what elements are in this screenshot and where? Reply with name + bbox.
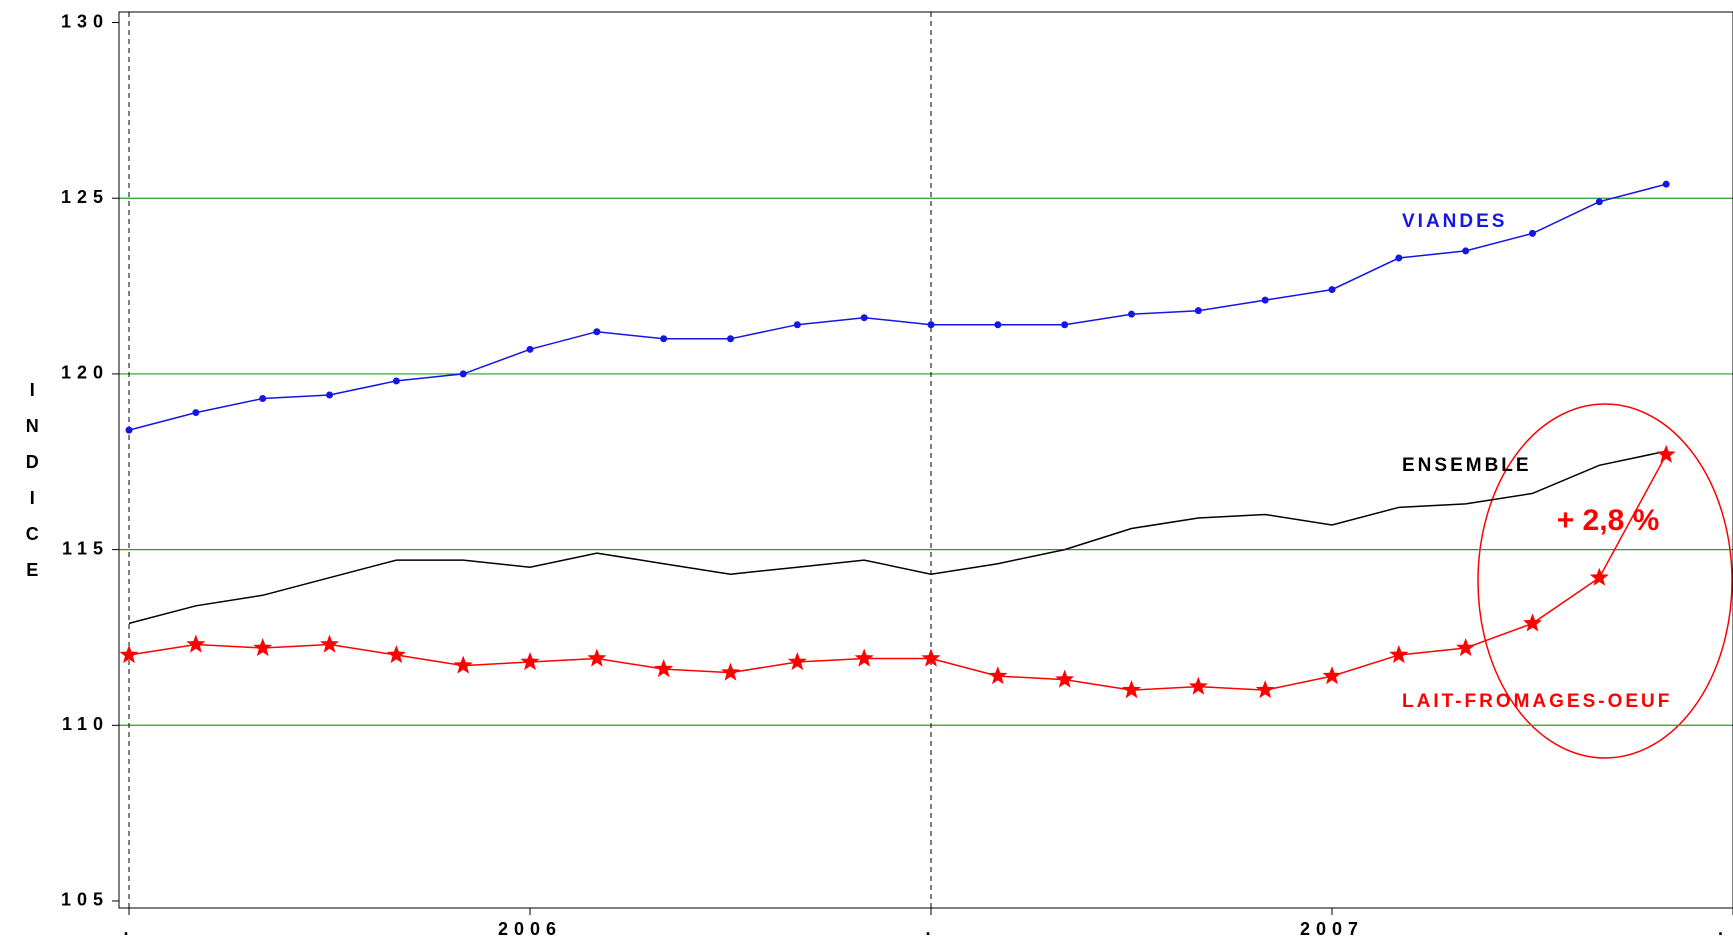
point <box>326 391 334 399</box>
point <box>721 662 740 681</box>
series-label: LAIT-FROMAGES-OEUF <box>1402 691 1672 712</box>
point <box>787 652 807 671</box>
y-axis-label: INDICE <box>22 380 42 596</box>
point <box>1128 310 1136 318</box>
series-line <box>128 450 1667 625</box>
point <box>927 321 935 329</box>
point <box>793 321 801 329</box>
y-tick-label: 125 <box>61 187 109 207</box>
point <box>320 634 339 653</box>
point <box>1194 307 1202 315</box>
point <box>1595 198 1603 206</box>
point <box>1261 296 1269 304</box>
point <box>1389 645 1409 664</box>
point <box>994 321 1002 329</box>
point <box>186 634 206 653</box>
point <box>526 345 534 353</box>
x-tick-label: 2007 <box>1300 919 1364 939</box>
series-line <box>128 183 1667 431</box>
series-line <box>128 454 1667 691</box>
point <box>1462 247 1470 255</box>
point <box>259 395 267 403</box>
y-tick-label: 115 <box>62 538 109 558</box>
point <box>392 377 400 385</box>
x-tick-label: . <box>124 919 135 939</box>
point <box>453 655 473 674</box>
point <box>1662 180 1670 188</box>
annotation: + 2,8 % <box>1557 504 1660 537</box>
point <box>1529 229 1537 237</box>
y-tick-label: 130 <box>61 11 109 31</box>
x-tick-label: . <box>926 919 937 939</box>
series-label: ENSEMBLE <box>1402 455 1532 476</box>
point <box>1395 254 1403 262</box>
y-tick-label: 110 <box>62 714 109 734</box>
point <box>253 638 273 657</box>
plot-frame <box>118 11 1733 909</box>
point <box>587 648 607 667</box>
point <box>192 409 200 417</box>
point <box>386 645 406 664</box>
x-tick-label: 2006 <box>498 919 562 939</box>
point <box>660 335 668 343</box>
point <box>654 659 674 678</box>
point <box>119 645 139 664</box>
point <box>459 370 467 378</box>
highlight-ellipse <box>1477 403 1733 759</box>
point <box>1322 666 1342 685</box>
point <box>593 328 601 336</box>
point <box>1188 676 1208 695</box>
y-tick-label: 120 <box>61 363 109 383</box>
y-tick-label: 105 <box>61 890 109 910</box>
point <box>1589 567 1609 586</box>
point <box>854 648 874 667</box>
point <box>1255 680 1275 699</box>
point <box>1122 680 1141 699</box>
point <box>860 314 868 322</box>
point <box>727 335 735 343</box>
x-tick-label: . <box>1718 919 1729 939</box>
point <box>1055 669 1075 688</box>
point <box>125 426 133 434</box>
point <box>921 648 941 667</box>
point <box>1456 638 1476 657</box>
point <box>1061 321 1069 329</box>
series-label: VIANDES <box>1402 211 1507 232</box>
point <box>1656 444 1676 463</box>
point <box>1328 286 1336 294</box>
point <box>1523 613 1542 632</box>
point <box>520 652 540 671</box>
point <box>988 666 1008 685</box>
